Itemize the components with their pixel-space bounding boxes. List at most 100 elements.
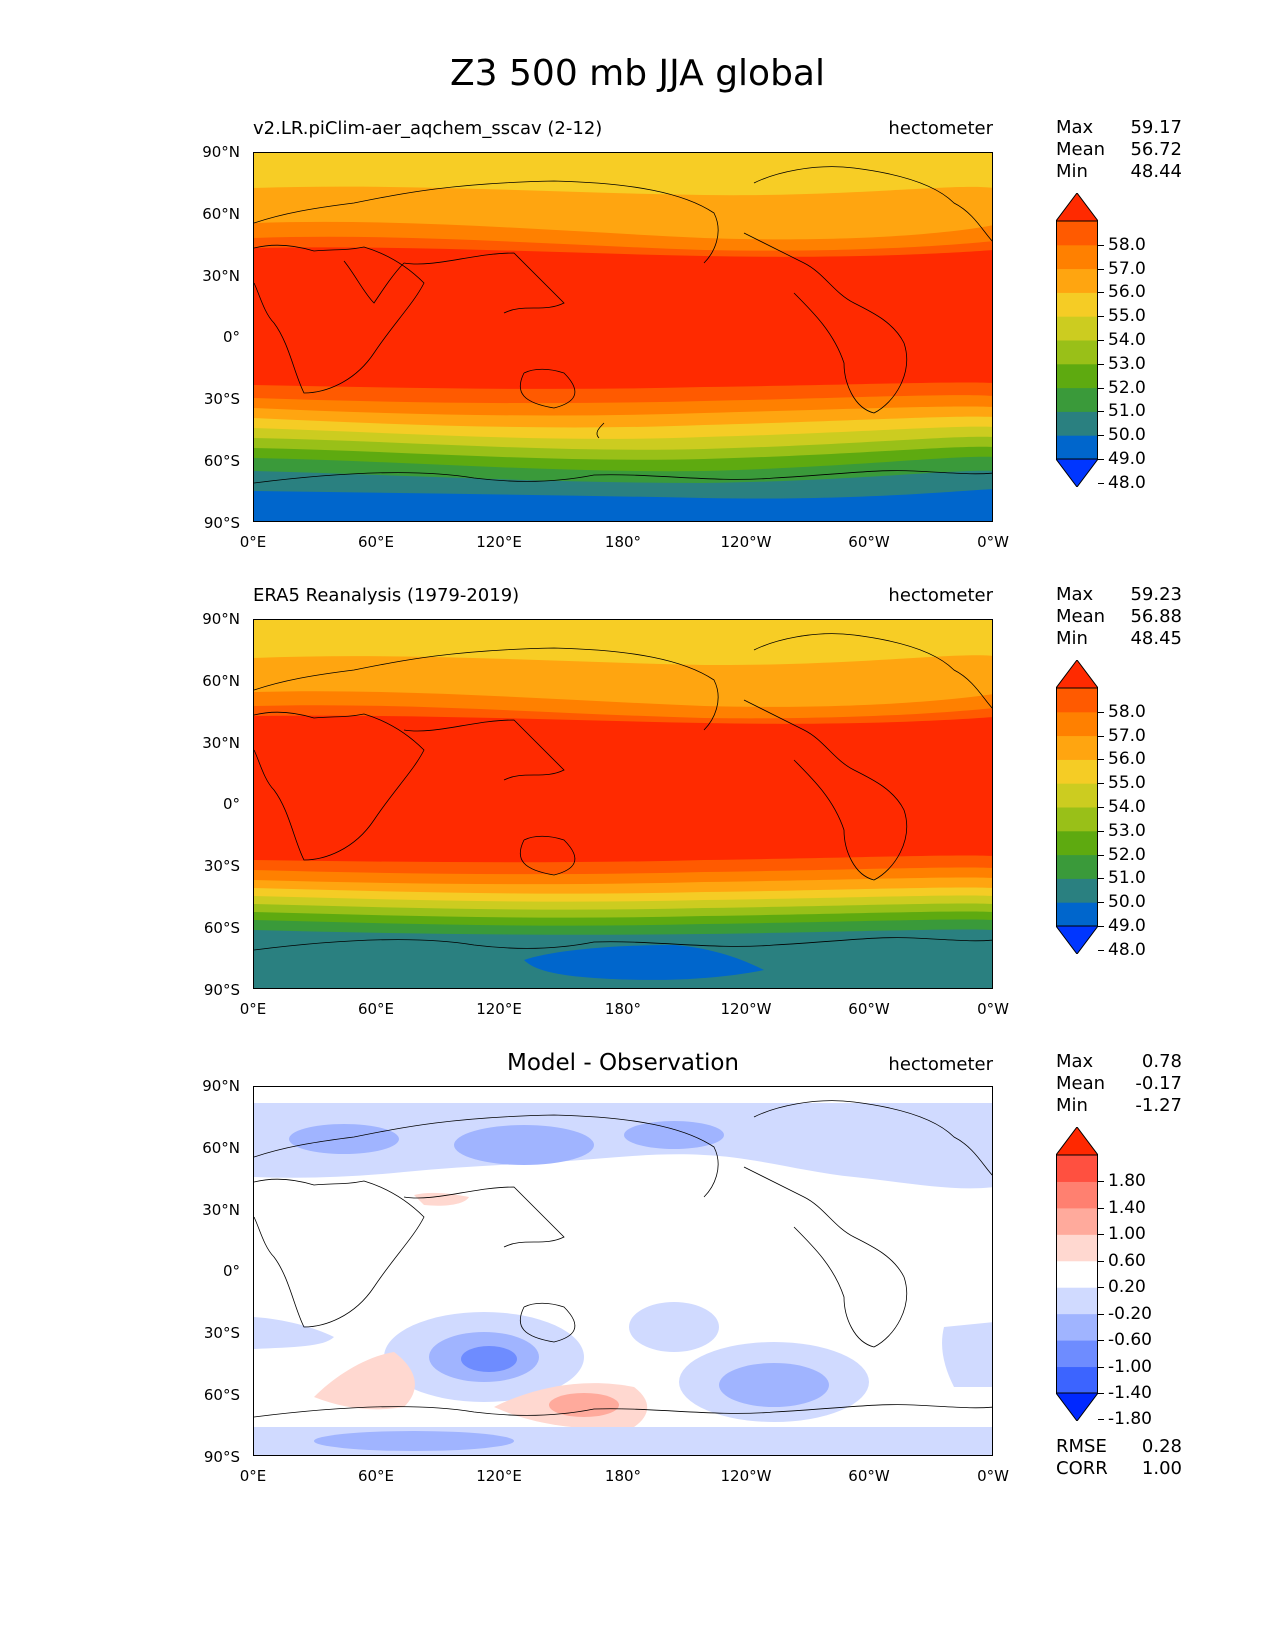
colorbar-tick-mark	[1098, 783, 1104, 785]
colorbar-tick-mark	[1098, 926, 1104, 927]
colorbar-extend-min	[1056, 458, 1098, 487]
colorbar-segment	[1056, 807, 1098, 832]
colorbar-tick-mark	[1098, 387, 1104, 389]
lon-label: 120°W	[720, 533, 772, 551]
colorbar-tick-label: 54.0	[1108, 330, 1146, 350]
stat-label: Mean	[1056, 1073, 1106, 1094]
colorbar-tick-mark	[1098, 268, 1104, 270]
colorbar-tick-mark	[1098, 1393, 1104, 1394]
colorbar-segment	[1056, 1313, 1098, 1341]
stat-label: Min	[1056, 161, 1088, 182]
colorbar-tick-label: 52.0	[1108, 844, 1146, 865]
colorbar-tick-mark	[1098, 949, 1104, 951]
lat-label: 30°S	[203, 857, 240, 875]
colorbar-tick-label: 55.0	[1108, 306, 1146, 327]
colorbar-tick-label: 0.20	[1108, 1277, 1146, 1298]
colorbar-tick-mark	[1098, 854, 1104, 856]
colorbar-tick-label: 57.0	[1108, 258, 1146, 279]
colorbar-extend-max	[1056, 193, 1098, 222]
colorbar-tick-label: 1.00	[1108, 1224, 1146, 1245]
lon-label: 60°W	[848, 1467, 890, 1485]
colorbar-tick-label: 50.0	[1108, 892, 1146, 913]
panel-1-field	[254, 153, 992, 521]
colorbar-tick-label: 50.0	[1108, 425, 1146, 446]
lat-label: 0°	[222, 795, 240, 813]
lat-label: 60°N	[202, 205, 240, 223]
colorbar-tick-label: 48.0	[1108, 939, 1146, 960]
lat-label: 30°N	[202, 1201, 240, 1219]
lat-label: 60°S	[203, 1386, 240, 1404]
stat-label: Max	[1056, 117, 1094, 138]
lat-label: 0°	[222, 1262, 240, 1280]
colorbar-extend-max	[1056, 1127, 1098, 1156]
lon-label: 120°E	[476, 1467, 522, 1485]
colorbar-tick-label: 52.0	[1108, 377, 1146, 398]
panel-3-field	[254, 1087, 992, 1455]
lat-label: 0°	[222, 328, 240, 346]
stat-label: Min	[1056, 628, 1088, 649]
panel-3-error-stats: RMSE 0.28 CORR 1.00	[1056, 1436, 1182, 1480]
colorbar-tick-mark	[1098, 759, 1104, 761]
colorbar-segment	[1056, 1340, 1098, 1368]
colorbar-tick-label: 55.0	[1108, 773, 1146, 794]
stat-value: 0.78	[1141, 1051, 1182, 1072]
stat-value: -1.27	[1135, 1095, 1182, 1116]
colorbar-tick-mark	[1098, 878, 1104, 880]
stat-value: 0.28	[1141, 1436, 1182, 1457]
lat-label: 90°N	[202, 610, 240, 628]
colorbar-segment	[1056, 221, 1098, 246]
colorbar-segment	[1056, 1181, 1098, 1209]
colorbar-tick-label: 53.0	[1108, 353, 1146, 374]
colorbar-segment	[1056, 268, 1098, 293]
panel-1-units: hectometer	[888, 118, 993, 139]
colorbar-segment	[1056, 1287, 1098, 1315]
panel-1-colorbar	[1056, 193, 1098, 487]
colorbar-tick-label: 1.40	[1108, 1197, 1146, 1218]
colorbar-extend-min	[1056, 925, 1098, 954]
colorbar-segment	[1056, 783, 1098, 808]
colorbar-tick-label: 49.0	[1108, 916, 1146, 936]
lon-label: 120°W	[720, 1000, 772, 1018]
colorbar-tick-mark	[1098, 435, 1104, 437]
stat-label: Max	[1056, 584, 1094, 605]
stat-label: Min	[1056, 1095, 1088, 1116]
colorbar-tick-label: 0.60	[1108, 1250, 1146, 1271]
lat-label: 30°N	[202, 734, 240, 752]
lon-label: 120°E	[476, 1000, 522, 1018]
panel-2-title: ERA5 Reanalysis (1979-2019)	[253, 585, 520, 606]
colorbar-tick-mark	[1098, 1181, 1104, 1183]
colorbar-tick-label: 56.0	[1108, 282, 1146, 303]
colorbar-segment	[1056, 316, 1098, 341]
colorbar-tick-mark	[1098, 902, 1104, 904]
lat-label: 60°S	[203, 919, 240, 937]
panel-3-stats: Max 0.78 Mean -0.17 Min -1.27	[1056, 1051, 1182, 1117]
colorbar-segment	[1056, 878, 1098, 903]
colorbar-tick-mark	[1098, 735, 1104, 737]
colorbar-tick-mark	[1098, 244, 1104, 246]
lat-label: 30°N	[202, 267, 240, 285]
lon-label: 0°W	[977, 533, 1009, 551]
colorbar-tick-label: 1.80	[1108, 1171, 1146, 1192]
lon-label: 120°W	[720, 1467, 772, 1485]
lon-label: 180°	[604, 1000, 642, 1018]
panel-2-field	[254, 620, 992, 988]
colorbar-extend-min	[1056, 1392, 1098, 1421]
colorbar-segment	[1056, 902, 1098, 927]
colorbar-tick-mark	[1098, 316, 1104, 318]
stat-label: Mean	[1056, 139, 1106, 160]
colorbar-tick-label: 53.0	[1108, 820, 1146, 841]
colorbar-tick-label: -1.00	[1108, 1356, 1152, 1377]
colorbar-tick-label: 51.0	[1108, 401, 1146, 422]
lon-label: 60°E	[357, 1467, 395, 1485]
lon-label: 60°E	[357, 533, 395, 551]
colorbar-tick-label: 51.0	[1108, 868, 1146, 889]
lon-label: 0°E	[239, 533, 267, 551]
panel-1-stats: Max 59.17 Mean 56.72 Min 48.44	[1056, 117, 1182, 183]
colorbar-tick-label: -0.60	[1108, 1330, 1152, 1351]
lat-label: 90°S	[203, 1448, 240, 1466]
panel-2-colorbar	[1056, 660, 1098, 954]
lon-label: 180°	[604, 533, 642, 551]
colorbar-tick-mark	[1098, 1234, 1104, 1236]
colorbar-outline	[1056, 1154, 1098, 1394]
colorbar-tick-label: 49.0	[1108, 449, 1146, 469]
